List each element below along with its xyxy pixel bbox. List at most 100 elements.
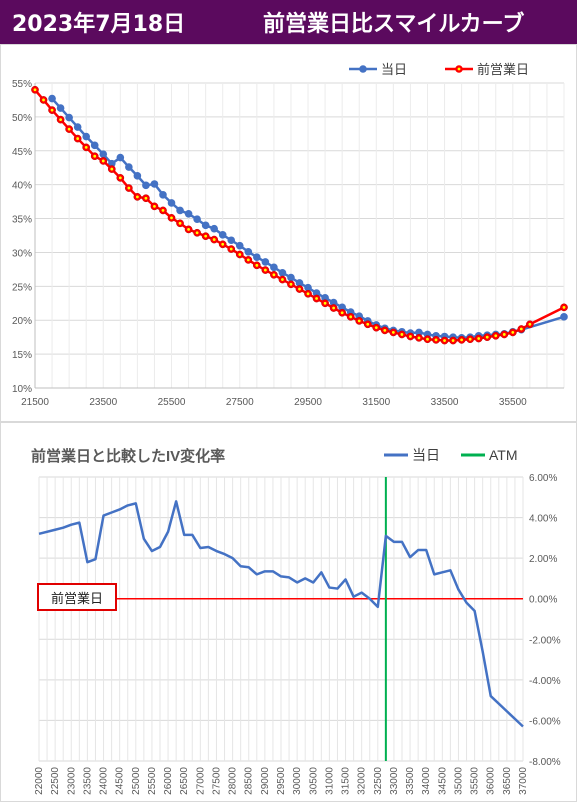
data-point-center bbox=[101, 159, 105, 163]
y-tick-label: 15% bbox=[12, 350, 32, 361]
data-point bbox=[167, 199, 176, 207]
legend-label: 当日 bbox=[412, 447, 440, 463]
data-point bbox=[90, 141, 99, 150]
data-point-center bbox=[161, 209, 165, 212]
x-tick-label: 23000 bbox=[66, 767, 77, 795]
data-point-center bbox=[426, 337, 429, 341]
data-point bbox=[321, 294, 329, 302]
data-point-center bbox=[315, 297, 318, 300]
header-date: 2023年7月18日 bbox=[12, 12, 186, 37]
x-tick-label: 22500 bbox=[50, 767, 61, 795]
data-point bbox=[116, 153, 125, 162]
x-tick-label: 32000 bbox=[357, 767, 368, 795]
data-point-center bbox=[195, 231, 199, 235]
data-point bbox=[125, 163, 133, 171]
data-point bbox=[176, 206, 184, 215]
y-tick-label: 10% bbox=[12, 384, 32, 395]
data-point-center bbox=[349, 315, 353, 319]
data-point-center bbox=[263, 268, 267, 272]
y-tick-label: 55% bbox=[12, 79, 32, 90]
data-point bbox=[142, 181, 150, 190]
y-tick-label: 4.00% bbox=[529, 514, 557, 525]
data-point-center bbox=[519, 327, 523, 331]
data-point-center bbox=[451, 339, 455, 342]
data-point-center bbox=[67, 127, 71, 131]
data-point bbox=[304, 283, 312, 292]
data-point-center bbox=[144, 196, 148, 200]
data-point-center bbox=[374, 326, 378, 330]
data-point-center bbox=[153, 204, 156, 208]
data-point-center bbox=[289, 282, 293, 286]
data-point bbox=[99, 150, 108, 158]
y-tick-label: 35% bbox=[12, 215, 32, 226]
data-point bbox=[253, 253, 261, 261]
data-point-center bbox=[477, 337, 481, 340]
data-point bbox=[278, 268, 287, 277]
data-point-center bbox=[332, 306, 336, 310]
data-point-center bbox=[511, 331, 515, 334]
y-tick-label: 2.00% bbox=[529, 554, 557, 565]
x-tick-label: 35000 bbox=[453, 767, 464, 795]
x-tick-label: 35500 bbox=[499, 397, 527, 408]
data-point bbox=[133, 172, 142, 180]
data-point-center bbox=[272, 273, 276, 277]
data-point bbox=[48, 94, 56, 103]
smile-curve-panel: 10% 15% 20% 25% 30% 35% 40% 45% 50% 55% 21500 23500… bbox=[0, 44, 577, 422]
header-bar: 2023年7月18日 前営業日比スマイルカーブ bbox=[0, 0, 577, 44]
x-tick-label: 33000 bbox=[389, 767, 400, 795]
data-point bbox=[227, 236, 236, 245]
x-tick-label: 23500 bbox=[82, 767, 93, 795]
legend-label: 前営業日 bbox=[477, 62, 529, 77]
x-tick-label: 34000 bbox=[421, 767, 432, 795]
x-tick-label: 37000 bbox=[518, 767, 529, 795]
data-point bbox=[235, 241, 244, 250]
data-point bbox=[270, 263, 278, 272]
data-point bbox=[82, 132, 90, 141]
data-point-center bbox=[42, 98, 45, 102]
data-point-center bbox=[255, 263, 259, 267]
data-point-center bbox=[323, 301, 327, 305]
data-point-center bbox=[127, 186, 131, 190]
data-point-center bbox=[306, 292, 310, 296]
data-point-center bbox=[84, 145, 88, 149]
series-line-1 bbox=[34, 88, 565, 342]
data-point-center bbox=[178, 221, 182, 225]
data-point-center bbox=[170, 216, 173, 220]
data-point-center bbox=[562, 305, 566, 309]
x-tick-label: 33500 bbox=[431, 397, 459, 408]
data-point bbox=[150, 180, 159, 188]
x-tick-label: 29500 bbox=[276, 767, 287, 795]
x-tick-label: 31500 bbox=[341, 767, 352, 795]
data-point-center bbox=[110, 167, 114, 171]
data-point bbox=[295, 279, 304, 287]
x-tick-label: 29500 bbox=[294, 397, 322, 408]
x-tick-label: 32500 bbox=[373, 767, 384, 795]
data-point-center bbox=[76, 137, 80, 140]
x-tick-label: 31500 bbox=[362, 397, 390, 408]
data-point-center bbox=[33, 88, 37, 92]
smile-curve-chart: 10% 15% 20% 25% 30% 35% 40% 45% 50% 55% 21500 23500… bbox=[12, 62, 568, 408]
series-line-today bbox=[38, 500, 524, 728]
data-point bbox=[210, 224, 218, 233]
data-point-center bbox=[485, 335, 489, 339]
data-point-center bbox=[460, 338, 464, 342]
x-tick-label: 31000 bbox=[324, 767, 335, 795]
x-tick-label: 27000 bbox=[195, 767, 206, 795]
data-point-center bbox=[135, 195, 139, 199]
data-point-center bbox=[187, 228, 190, 231]
x-tick-label: 26000 bbox=[163, 767, 174, 795]
data-point bbox=[73, 123, 82, 131]
data-point bbox=[56, 104, 65, 112]
y-tick-label: -4.00% bbox=[529, 676, 561, 687]
x-tick-label: 26500 bbox=[179, 767, 190, 795]
legend-marker-center bbox=[457, 67, 461, 71]
data-point bbox=[65, 113, 73, 122]
x-tick-label: 24000 bbox=[99, 767, 110, 795]
data-point bbox=[415, 328, 423, 337]
x-tick-label: 27500 bbox=[226, 397, 254, 408]
y-tick-label: 30% bbox=[12, 248, 32, 259]
y-tick-label: 45% bbox=[12, 147, 32, 158]
x-tick-label: 30000 bbox=[292, 767, 303, 795]
data-point bbox=[244, 247, 253, 256]
data-point-center bbox=[229, 247, 233, 251]
